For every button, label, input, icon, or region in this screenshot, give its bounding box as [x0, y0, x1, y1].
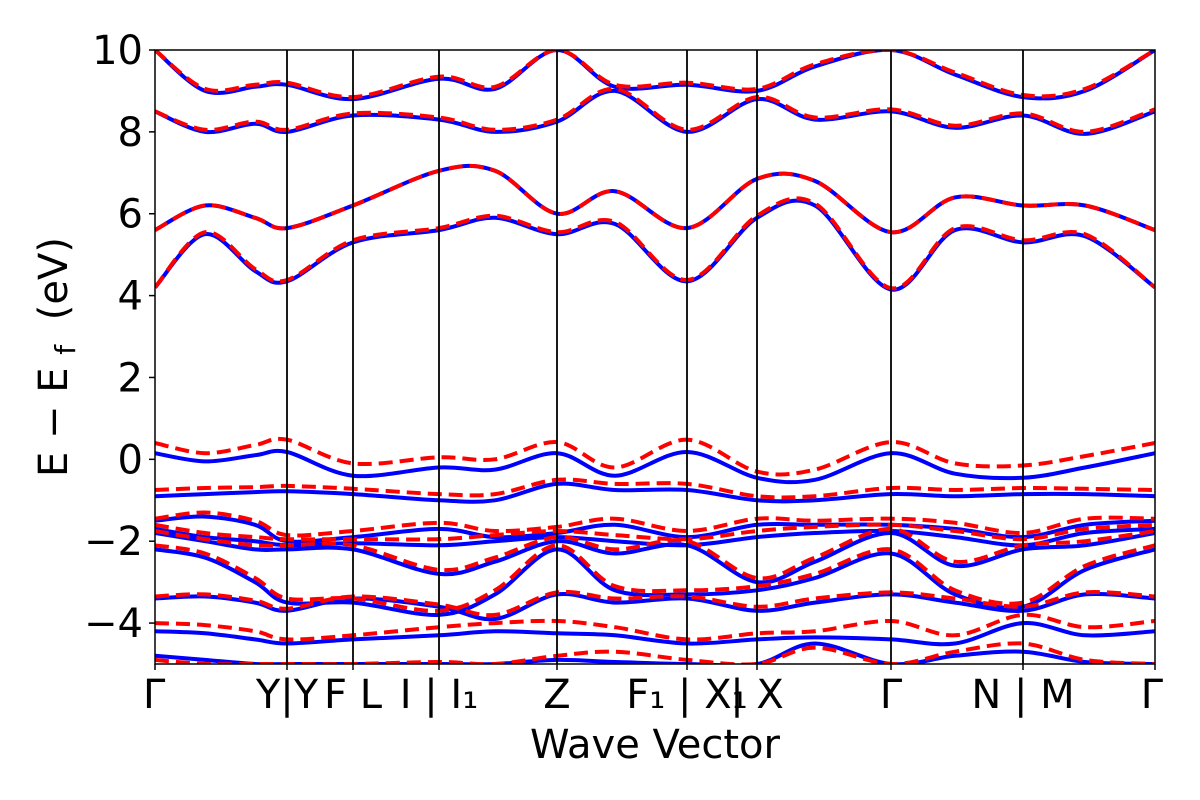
dashed-band-6: [155, 522, 1155, 542]
x-tick-label: Γ: [1141, 672, 1164, 718]
y-axis-title-main: E − E: [31, 367, 77, 477]
x-tick-label: Γ: [143, 672, 166, 718]
x-axis-title: Wave Vector: [530, 722, 781, 768]
x-axis-ticks: Γ Y|Y F L I | I₁ Z F₁ | X₁| X Γ N | M Γ: [143, 664, 1164, 718]
x-tick-label: | X: [730, 672, 784, 718]
dashed-band-13: [155, 50, 1155, 100]
y-axis-ticks: −4 −2 0 2 4 6 8 10: [84, 28, 155, 647]
dashed-band-3: [155, 589, 1155, 618]
x-tick-label: F L: [324, 672, 383, 718]
bands-layer: [155, 50, 1155, 664]
plot-frame: [154, 49, 1156, 665]
x-tick-label: N | M: [971, 672, 1074, 718]
x-tick-label: F₁ | X₁: [626, 672, 747, 718]
dashed-band-7: [155, 510, 1155, 538]
solid-band-9: [155, 448, 1155, 485]
x-tick-label: I | I₁: [400, 672, 479, 718]
solid-band-8: [155, 481, 1155, 504]
dashed-band-11: [155, 163, 1155, 235]
dashed-band-4: [155, 543, 1155, 613]
y-axis-title-group: E − E f (eV): [31, 237, 85, 477]
solid-band-5: [155, 530, 1155, 585]
plot-area: [155, 50, 1155, 664]
dashed-band-10: [155, 196, 1155, 291]
dashed-band-5: [155, 526, 1155, 581]
solid-band-2: [155, 621, 1155, 647]
dashed-band-2: [155, 612, 1155, 642]
x-tick-label: Z: [543, 672, 570, 718]
y-tick-label: 6: [118, 192, 143, 238]
solid-band-3: [155, 591, 1155, 622]
y-tick-label: 4: [118, 274, 143, 320]
y-axis-title-subscript: f: [49, 344, 82, 355]
y-tick-label: −4: [84, 601, 143, 647]
solid-band-1: [155, 641, 1155, 664]
y-tick-label: 10: [92, 28, 143, 74]
x-tick-label: Γ: [880, 672, 903, 718]
high-symmetry-lines: [286, 50, 1024, 664]
y-tick-label: 8: [118, 110, 143, 156]
solid-band-13: [155, 50, 1155, 102]
y-tick-label: 2: [118, 355, 143, 401]
x-tick-label: Y|Y: [255, 672, 319, 718]
dashed-band-8: [155, 477, 1155, 500]
y-tick-label: −2: [84, 519, 143, 565]
y-axis-title: E − E f (eV): [31, 237, 85, 477]
dashed-band-1: [155, 641, 1155, 664]
y-tick-label: 0: [118, 437, 143, 483]
y-axis-title-unit: (eV): [31, 237, 77, 320]
